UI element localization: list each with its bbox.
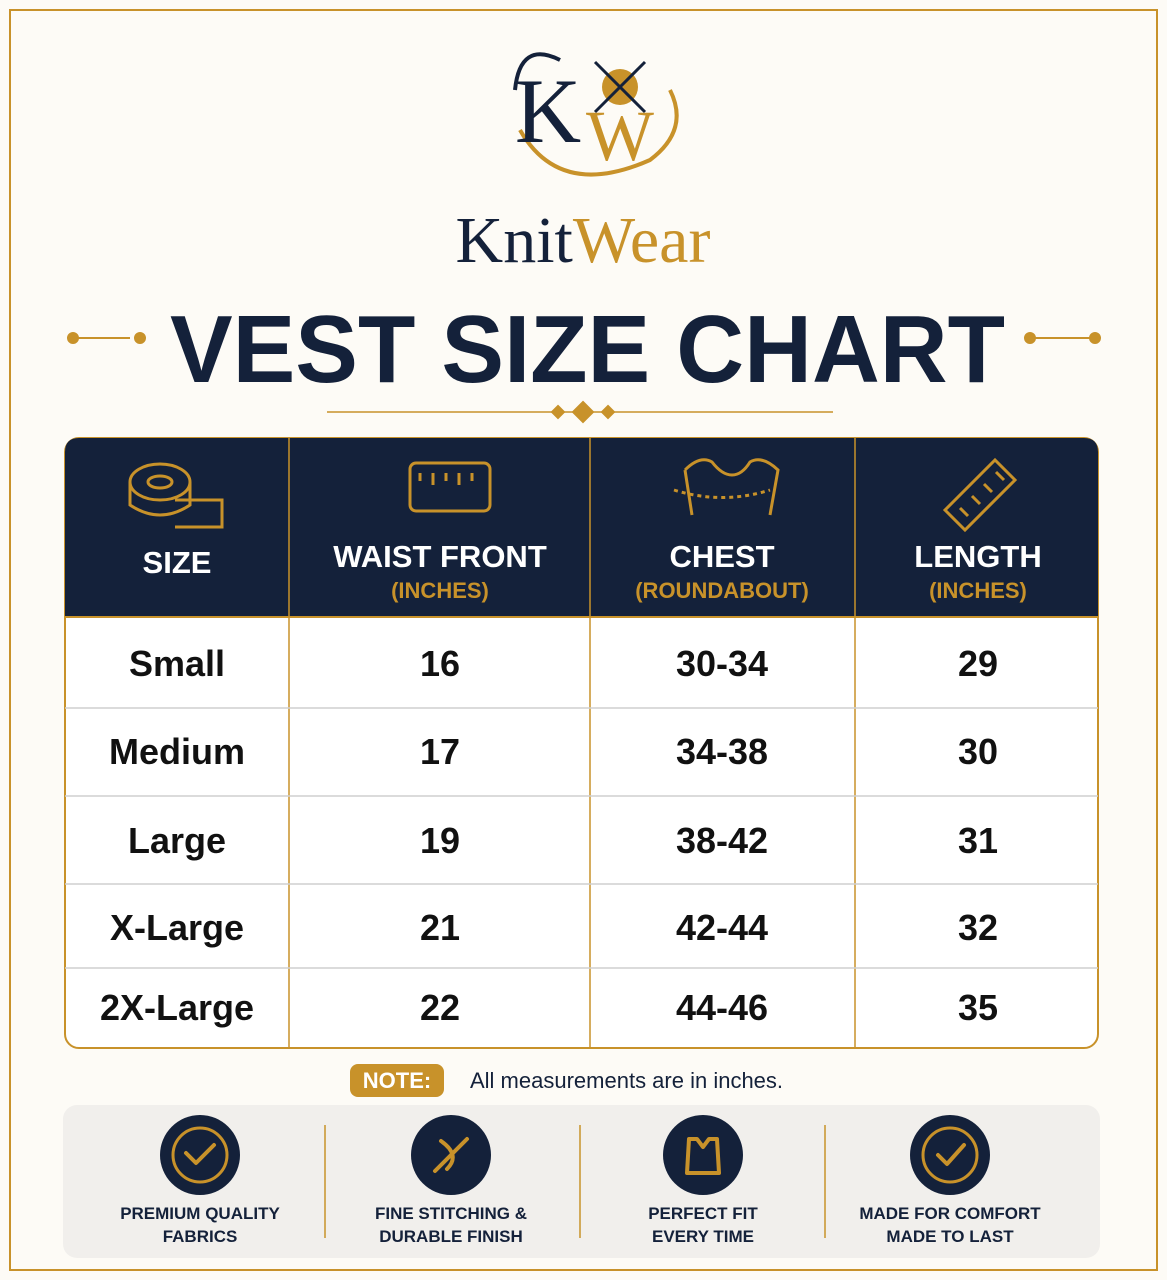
measurement: 19 xyxy=(420,820,460,861)
measurement: 30-34 xyxy=(676,643,768,684)
feature-icon xyxy=(184,1143,216,1165)
table-header xyxy=(65,438,1098,617)
measurement: 21 xyxy=(420,907,460,948)
feature: PREMIUM QUALITY FABRICS xyxy=(120,1115,280,1246)
feature-text: MADE TO LAST xyxy=(886,1227,1014,1246)
measurement: 32 xyxy=(958,907,998,948)
header-icons xyxy=(128,457,1018,533)
brand-first: Knit xyxy=(456,204,573,277)
feature-text: FABRICS xyxy=(163,1227,238,1246)
measurement: 29 xyxy=(958,643,998,684)
header-sub: (INCHES) xyxy=(391,578,489,603)
header-label: SIZE xyxy=(143,545,212,580)
measurement: 31 xyxy=(958,820,998,861)
ruler-icon xyxy=(942,457,1018,533)
measurement: 30 xyxy=(958,731,998,772)
features: PREMIUM QUALITY FABRICS FINE STITCHING & DU… xyxy=(120,1115,1041,1246)
feature-text: MADE FOR COMFORT xyxy=(859,1204,1041,1223)
feature: MADE FOR COMFORT MADE TO LAST xyxy=(859,1115,1041,1246)
logo-k: K xyxy=(515,60,581,162)
tape-icon xyxy=(128,462,224,529)
feature-icon xyxy=(433,1137,469,1173)
title: VEST SIZE CHART xyxy=(170,296,1005,403)
header-sub: (INCHES) xyxy=(929,578,1027,603)
feature-icon xyxy=(936,1143,966,1166)
measurement: 22 xyxy=(420,987,460,1028)
size-name: X-Large xyxy=(110,907,244,948)
feature-icon-bg xyxy=(663,1115,743,1195)
dot xyxy=(134,332,146,344)
logo-arc xyxy=(518,89,679,177)
feature-text: EVERY TIME xyxy=(652,1227,754,1246)
measurement: 35 xyxy=(958,987,998,1028)
features-panel xyxy=(63,1105,1100,1258)
size-name: Small xyxy=(129,643,225,684)
feature-text: PREMIUM QUALITY xyxy=(120,1204,280,1223)
feature-text: FINE STITCHING & xyxy=(375,1204,527,1223)
row-rules xyxy=(65,707,1098,969)
header-label: LENGTH xyxy=(914,539,1041,574)
diamond xyxy=(550,404,566,420)
feature-icon-ring xyxy=(921,1126,979,1184)
feature-text: DURABLE FINISH xyxy=(379,1227,523,1246)
feature: FINE STITCHING & DURABLE FINISH xyxy=(375,1115,527,1246)
size-name: Large xyxy=(128,820,226,861)
brand-second: Wear xyxy=(573,204,711,277)
measurement: 38-42 xyxy=(676,820,768,861)
note-label: NOTE: xyxy=(363,1068,431,1093)
measurement: 16 xyxy=(420,643,460,684)
logo: K W xyxy=(513,52,679,177)
title-ornaments xyxy=(67,332,1101,424)
header-label: WAIST FRONT xyxy=(333,539,547,574)
chest-icon xyxy=(673,458,780,516)
needle xyxy=(593,60,647,114)
feature: PERFECT FIT EVERY TIME xyxy=(648,1115,758,1246)
size-name: 2X-Large xyxy=(100,987,254,1028)
diamond xyxy=(600,404,616,420)
measurement: 34-38 xyxy=(676,731,768,772)
feature-icon-ring xyxy=(171,1126,229,1184)
table: SIZE WAIST FRONT (INCHES) CHEST (ROUNDABOUT)… xyxy=(64,437,1099,1049)
header-sub: (ROUNDABOUT) xyxy=(635,578,809,603)
waist-icon xyxy=(408,461,492,513)
feature-text: PERFECT FIT xyxy=(648,1204,758,1223)
note-badge xyxy=(350,1064,444,1097)
dot xyxy=(1089,332,1101,344)
frame xyxy=(9,9,1158,1271)
measurement: 17 xyxy=(420,731,460,772)
column-rules xyxy=(288,438,856,1048)
measurement: 42-44 xyxy=(676,907,768,948)
note-text: All measurements are in inches. xyxy=(470,1068,783,1093)
logo-w: W xyxy=(586,96,654,176)
header-label: CHEST xyxy=(669,539,774,574)
brand-name: KnitWear xyxy=(456,204,711,277)
diamond xyxy=(571,400,595,424)
measurement: 44-46 xyxy=(676,987,768,1028)
logo-arc xyxy=(513,52,561,91)
size-name: Medium xyxy=(109,731,245,772)
feature-icon xyxy=(685,1137,721,1175)
feature-dividers xyxy=(324,1125,826,1238)
